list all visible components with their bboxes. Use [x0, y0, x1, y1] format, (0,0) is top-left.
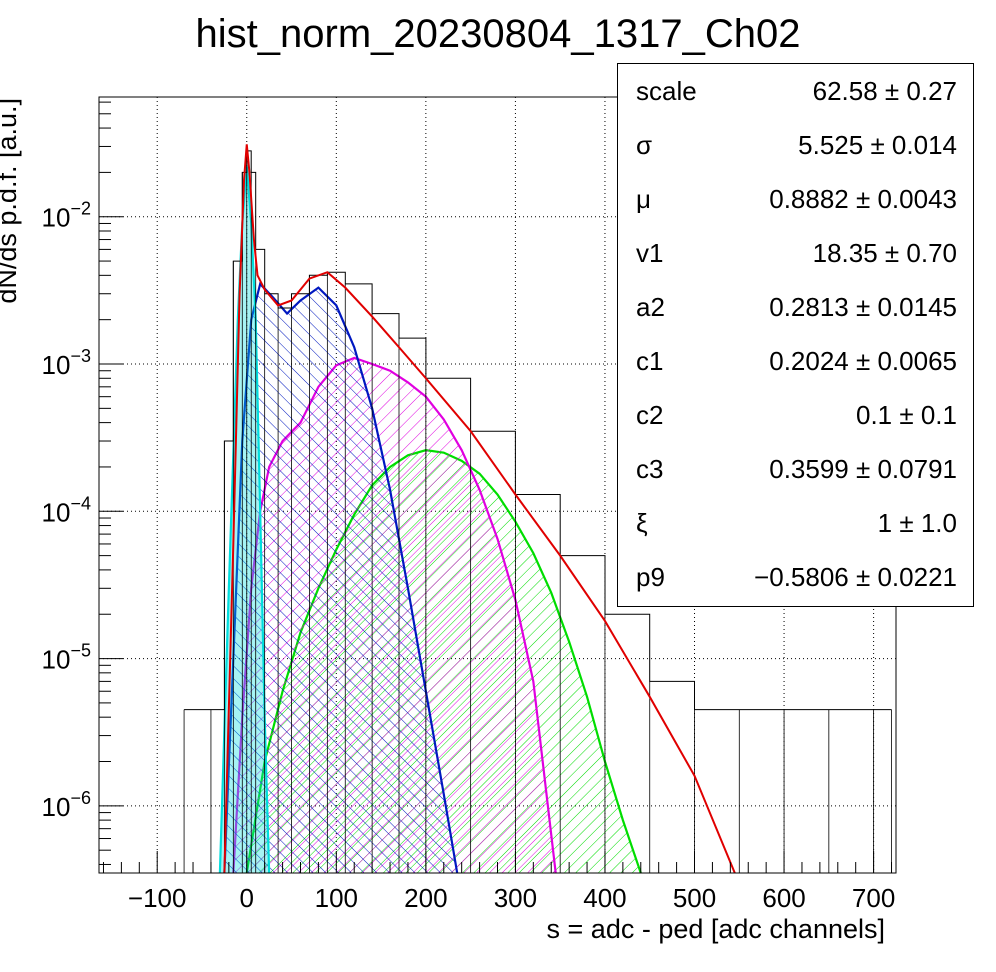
stats-row: c3 0.3599 ± 0.0791	[618, 442, 973, 496]
stats-param-value: 18.35 ± 0.70	[812, 238, 957, 268]
axes: −100 0 100 200 300 400 500 600 700 10−6 10−5 10−4 10…	[42, 101, 895, 913]
x-tick-label: 0	[240, 883, 254, 913]
stats-param-name: p9	[636, 562, 665, 592]
stats-row: c1 0.2024 ± 0.0065	[618, 334, 973, 388]
stats-param-value: 0.8882 ± 0.0043	[769, 184, 957, 214]
series-curve	[223, 281, 459, 873]
stats-param-value: 0.1 ± 0.1	[855, 400, 957, 430]
stats-param-name: scale	[636, 76, 697, 106]
stats-row: v1 18.35 ± 0.70	[618, 226, 973, 280]
stats-param-name: a2	[636, 292, 665, 322]
stats-param-name: ξ	[636, 508, 648, 538]
stats-param-name: c1	[636, 346, 664, 376]
fit-stats-box: scale 62.58 ± 0.27 σ 5.525 ± 0.014 μ 0.8882 ±…	[617, 63, 974, 607]
y-axis-label: dN/ds p.d.f. [a.u.]	[0, 98, 22, 304]
stats-param-name: σ	[636, 130, 653, 160]
stats-row: scale 62.58 ± 0.27	[618, 64, 973, 118]
stats-row: σ 5.525 ± 0.014	[618, 118, 973, 172]
x-axis-label: s = adc - ped [adc channels]	[547, 914, 885, 944]
stats-param-value: 62.58 ± 0.27	[812, 76, 957, 106]
y-tick-label: 10−5	[42, 641, 91, 675]
x-tick-label: 300	[494, 883, 537, 913]
stats-param-name: v1	[636, 238, 664, 268]
y-tick-label: 10−6	[42, 788, 91, 822]
stats-param-name: c2	[636, 400, 664, 430]
chart-title: hist_norm_20230804_1317_Ch02	[196, 12, 801, 56]
histogram-outline	[184, 150, 892, 711]
x-tick-label: 700	[852, 883, 895, 913]
stats-param-value: 0.2024 ± 0.0065	[769, 346, 957, 376]
stats-param-value: 5.525 ± 0.014	[798, 130, 957, 160]
stats-row: c2 0.1 ± 0.1	[618, 388, 973, 442]
x-tick-label: 600	[762, 883, 805, 913]
series-curve	[223, 144, 736, 873]
y-tick-label: 10−4	[42, 493, 91, 527]
y-tick-label: 10−3	[42, 346, 91, 380]
stats-row: a2 0.2813 ± 0.0145	[618, 280, 973, 334]
stats-param-value: 0.2813 ± 0.0145	[769, 292, 957, 322]
stats-param-value: −0.5806 ± 0.0221	[754, 562, 957, 592]
stats-param-name: c3	[636, 454, 664, 484]
stats-row: μ 0.8882 ± 0.0043	[618, 172, 973, 226]
series-layer	[183, 144, 892, 873]
stats-row: p9 −0.5806 ± 0.0221	[618, 550, 973, 604]
x-tick-label: 400	[583, 883, 626, 913]
stats-param-value: 1 ± 1.0	[877, 508, 957, 538]
x-tick-label: 100	[315, 883, 358, 913]
series-1	[223, 144, 736, 873]
series-area	[219, 166, 270, 873]
x-tick-label: 200	[404, 883, 447, 913]
stats-param-name: μ	[636, 184, 651, 214]
x-tick-label: −100	[128, 883, 187, 913]
stats-param-value: 0.3599 ± 0.0791	[769, 454, 957, 484]
x-tick-label: 500	[673, 883, 716, 913]
stats-row: ξ 1 ± 1.0	[618, 496, 973, 550]
y-tick-label: 10−2	[42, 199, 91, 233]
